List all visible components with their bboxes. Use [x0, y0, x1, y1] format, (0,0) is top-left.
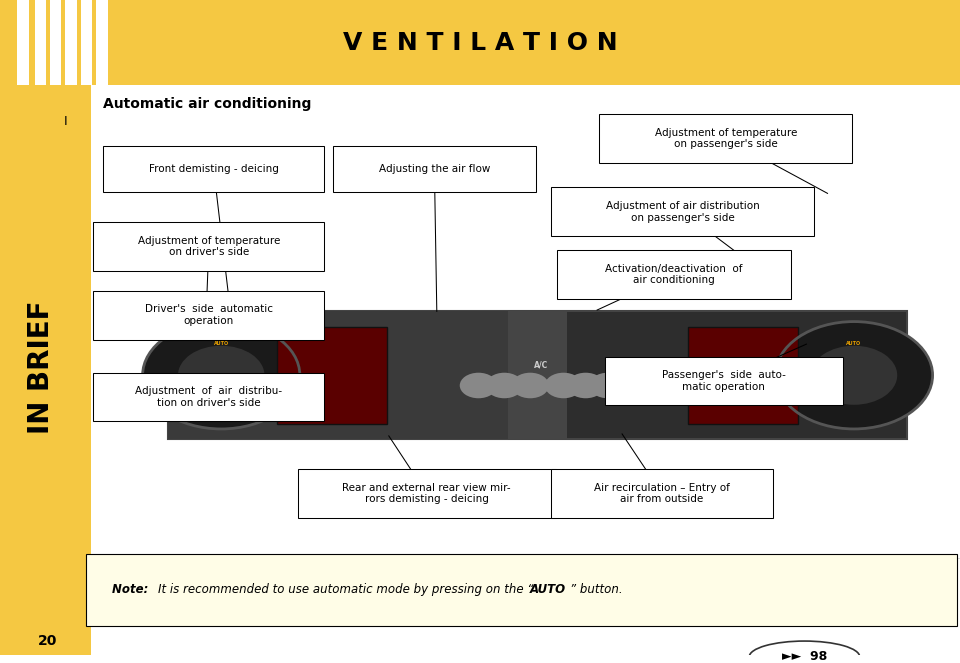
- Text: I: I: [64, 115, 67, 128]
- Text: Adjustment of temperature
on driver's side: Adjustment of temperature on driver's si…: [137, 235, 280, 257]
- Text: Passenger's  side  auto-
matic operation: Passenger's side auto- matic operation: [661, 370, 786, 392]
- Text: ►►  98: ►► 98: [781, 650, 828, 663]
- FancyBboxPatch shape: [0, 86, 91, 656]
- Text: Driver's  side  automatic
operation: Driver's side automatic operation: [145, 304, 273, 326]
- Text: Adjustment of air distribution
on passenger's side: Adjustment of air distribution on passen…: [606, 201, 759, 223]
- Text: Note:: Note:: [112, 583, 153, 597]
- Text: Adjustment of temperature
on passenger's side: Adjustment of temperature on passenger's…: [655, 127, 797, 149]
- FancyBboxPatch shape: [35, 0, 46, 86]
- Text: A/C: A/C: [534, 361, 548, 369]
- FancyBboxPatch shape: [65, 0, 77, 86]
- FancyBboxPatch shape: [168, 312, 516, 439]
- Circle shape: [811, 345, 898, 405]
- Text: IN BRIEF: IN BRIEF: [27, 300, 55, 434]
- FancyBboxPatch shape: [551, 188, 814, 236]
- FancyBboxPatch shape: [50, 0, 61, 86]
- FancyBboxPatch shape: [93, 222, 324, 271]
- FancyBboxPatch shape: [86, 554, 957, 626]
- FancyBboxPatch shape: [333, 145, 536, 192]
- FancyBboxPatch shape: [551, 469, 773, 518]
- Text: Rear and external rear view mir-
rors demisting - deicing: Rear and external rear view mir- rors de…: [343, 483, 511, 505]
- Text: AUTO: AUTO: [847, 341, 861, 345]
- Text: V E N T I L A T I O N: V E N T I L A T I O N: [343, 30, 617, 54]
- Circle shape: [544, 373, 582, 398]
- FancyBboxPatch shape: [557, 251, 791, 299]
- Text: Automatic air conditioning: Automatic air conditioning: [103, 97, 311, 111]
- FancyBboxPatch shape: [508, 312, 567, 439]
- Text: Air recirculation – Entry of
air from outside: Air recirculation – Entry of air from ou…: [594, 483, 730, 505]
- FancyBboxPatch shape: [96, 0, 108, 86]
- Circle shape: [237, 329, 245, 334]
- FancyBboxPatch shape: [298, 469, 556, 518]
- FancyBboxPatch shape: [0, 0, 960, 86]
- Circle shape: [198, 329, 205, 334]
- FancyBboxPatch shape: [277, 327, 387, 424]
- FancyBboxPatch shape: [599, 114, 852, 162]
- FancyBboxPatch shape: [93, 373, 324, 422]
- Circle shape: [512, 373, 549, 398]
- Circle shape: [460, 373, 497, 398]
- Text: Front demisting - deicing: Front demisting - deicing: [149, 164, 278, 174]
- Circle shape: [486, 373, 523, 398]
- FancyBboxPatch shape: [17, 0, 29, 86]
- Text: ” button.: ” button.: [570, 583, 623, 597]
- Text: AUTO: AUTO: [214, 341, 228, 345]
- Ellipse shape: [749, 641, 860, 663]
- FancyBboxPatch shape: [688, 327, 798, 424]
- Circle shape: [567, 373, 605, 398]
- FancyBboxPatch shape: [168, 312, 907, 439]
- Circle shape: [178, 345, 264, 405]
- Text: It is recommended to use automatic mode by pressing on the “: It is recommended to use automatic mode …: [158, 583, 534, 597]
- Text: Activation/deactivation  of
air conditioning: Activation/deactivation of air condition…: [605, 264, 743, 286]
- FancyBboxPatch shape: [81, 0, 92, 86]
- Circle shape: [143, 322, 300, 429]
- Circle shape: [776, 322, 932, 429]
- Text: Adjustment  of  air  distribu-
tion on driver's side: Adjustment of air distribu- tion on driv…: [135, 387, 282, 408]
- FancyBboxPatch shape: [103, 145, 324, 192]
- Text: AUTO: AUTO: [530, 583, 566, 597]
- FancyBboxPatch shape: [93, 291, 324, 339]
- Text: Adjusting the air flow: Adjusting the air flow: [378, 164, 491, 174]
- Text: 20: 20: [37, 634, 57, 648]
- FancyBboxPatch shape: [605, 357, 843, 405]
- Circle shape: [589, 373, 627, 398]
